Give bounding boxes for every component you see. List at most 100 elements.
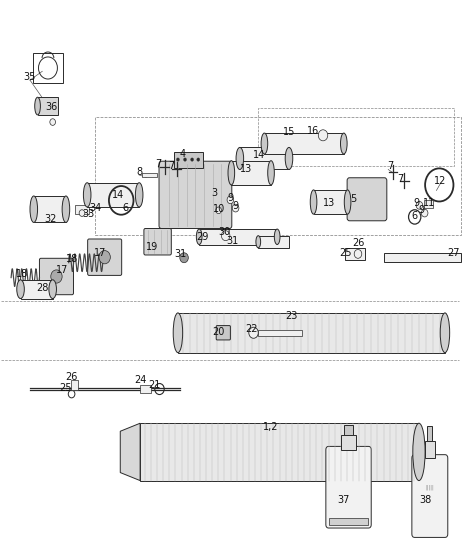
Text: 9: 9 [233, 201, 238, 211]
Bar [34, 196, 66, 222]
Bar [258, 236, 289, 248]
Circle shape [50, 119, 55, 126]
Bar [71, 380, 78, 390]
Ellipse shape [261, 133, 268, 154]
FancyBboxPatch shape [216, 326, 230, 340]
FancyBboxPatch shape [347, 178, 387, 221]
Text: 38: 38 [419, 495, 431, 505]
Bar [231, 161, 271, 185]
Ellipse shape [274, 229, 280, 244]
Text: 34: 34 [89, 203, 101, 213]
Ellipse shape [17, 280, 24, 299]
Text: 21: 21 [148, 379, 161, 390]
Circle shape [227, 196, 234, 204]
Bar [258, 108, 455, 166]
FancyBboxPatch shape [88, 239, 122, 275]
Ellipse shape [49, 280, 56, 299]
Ellipse shape [256, 236, 261, 248]
Bar [199, 229, 277, 244]
Circle shape [191, 158, 193, 161]
Text: 7: 7 [397, 174, 404, 184]
Bar [264, 133, 344, 154]
Circle shape [176, 158, 179, 161]
Text: 7: 7 [168, 161, 174, 171]
Text: 24: 24 [135, 375, 147, 385]
Bar [33, 53, 63, 84]
Text: 23: 23 [286, 311, 298, 321]
Bar [240, 148, 289, 169]
Circle shape [183, 158, 186, 161]
FancyBboxPatch shape [144, 228, 171, 255]
Bar [341, 435, 356, 450]
Bar [75, 205, 89, 213]
Text: 25: 25 [339, 248, 352, 258]
Circle shape [249, 327, 258, 338]
Text: 31: 31 [226, 236, 238, 246]
Text: 5: 5 [350, 194, 356, 204]
Text: 6: 6 [411, 211, 418, 221]
Circle shape [197, 158, 200, 161]
Text: 9: 9 [418, 205, 424, 215]
Polygon shape [120, 423, 140, 481]
Circle shape [421, 209, 428, 217]
Circle shape [51, 270, 62, 283]
Bar [20, 280, 53, 299]
Bar [258, 330, 302, 336]
Text: 18: 18 [16, 269, 28, 279]
Text: 31: 31 [174, 249, 186, 259]
Text: 25: 25 [60, 383, 72, 393]
Text: 20: 20 [212, 327, 224, 337]
Circle shape [221, 231, 230, 241]
Text: 30: 30 [219, 227, 231, 237]
Ellipse shape [340, 133, 347, 154]
Text: 3: 3 [211, 187, 218, 197]
Circle shape [354, 249, 362, 258]
Text: 27: 27 [447, 248, 460, 258]
Circle shape [216, 207, 221, 213]
Text: 13: 13 [323, 197, 335, 207]
Circle shape [232, 204, 239, 212]
FancyBboxPatch shape [412, 455, 448, 538]
Text: 10: 10 [213, 204, 225, 214]
Bar [173, 152, 203, 168]
Text: 14: 14 [253, 150, 265, 160]
Text: 29: 29 [196, 232, 208, 242]
Text: 22: 22 [245, 325, 257, 335]
Text: 28: 28 [36, 283, 48, 293]
Text: 17: 17 [94, 248, 106, 258]
Text: 7: 7 [155, 159, 162, 169]
Ellipse shape [440, 313, 450, 353]
Text: 36: 36 [46, 102, 58, 112]
Bar [345, 248, 365, 260]
Text: 16: 16 [307, 126, 319, 136]
Bar [425, 441, 435, 458]
Bar [383, 253, 462, 262]
Bar [314, 190, 347, 214]
Ellipse shape [173, 313, 182, 353]
Ellipse shape [62, 196, 70, 222]
FancyBboxPatch shape [326, 446, 371, 528]
Bar [344, 425, 353, 435]
Text: 33: 33 [82, 208, 95, 218]
Bar [143, 173, 156, 177]
Text: 14: 14 [112, 190, 124, 200]
Text: 26: 26 [65, 372, 78, 382]
Circle shape [416, 201, 423, 209]
Bar [95, 117, 462, 235]
Ellipse shape [83, 182, 91, 207]
Bar [428, 426, 432, 441]
Text: 17: 17 [56, 265, 68, 275]
Circle shape [318, 130, 328, 141]
Bar [328, 518, 368, 525]
FancyBboxPatch shape [159, 161, 232, 228]
Ellipse shape [236, 148, 244, 169]
Bar [140, 385, 151, 393]
Circle shape [79, 210, 85, 216]
Text: 6: 6 [122, 202, 128, 212]
Circle shape [180, 253, 188, 263]
Bar [424, 200, 433, 207]
Text: 9: 9 [413, 197, 419, 207]
Text: 19: 19 [146, 242, 158, 252]
Text: 18: 18 [65, 254, 78, 264]
Text: 11: 11 [423, 197, 435, 207]
